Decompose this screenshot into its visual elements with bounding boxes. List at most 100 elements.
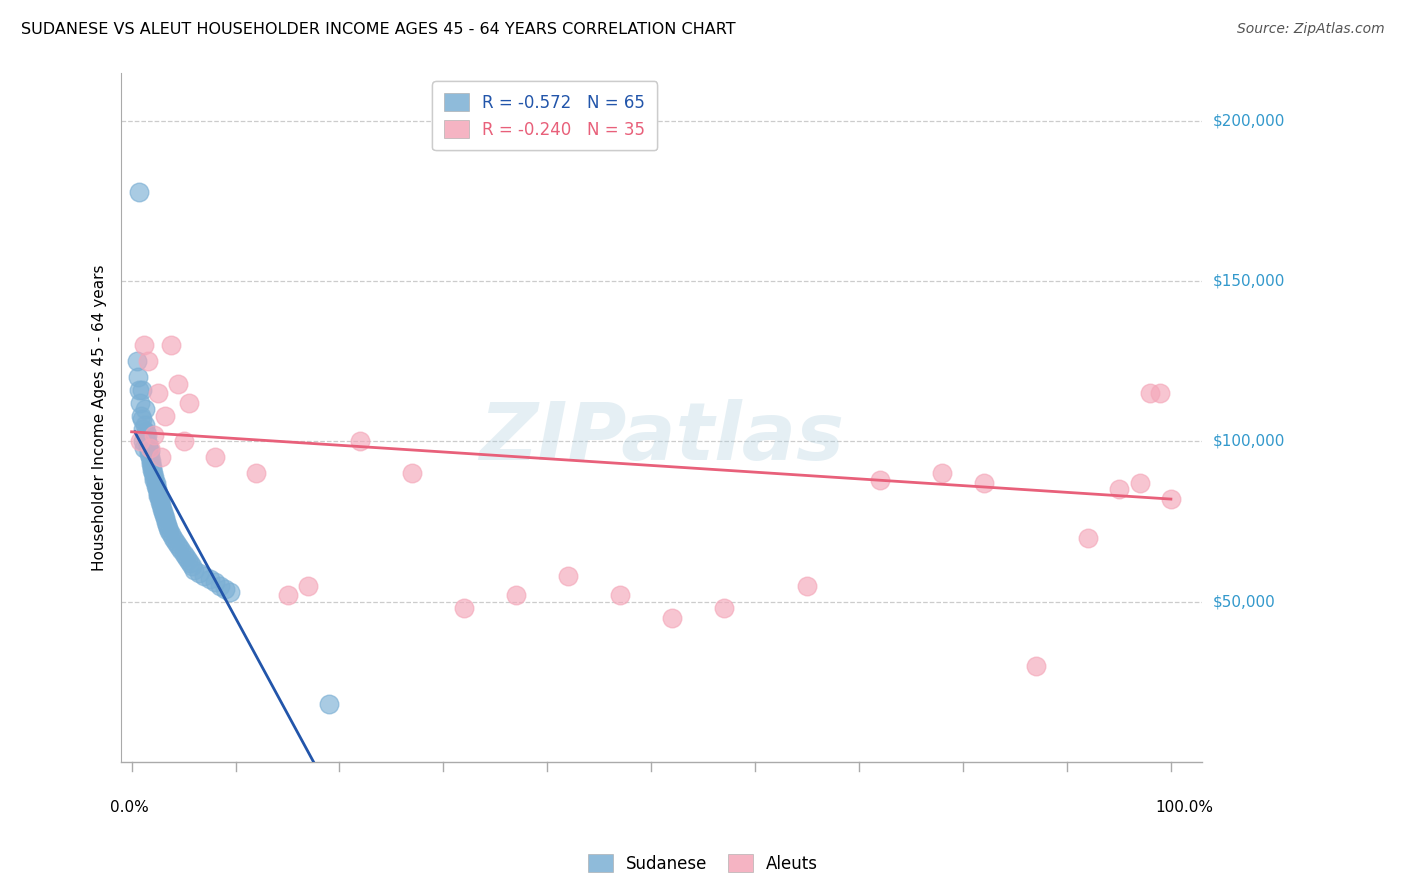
- Point: [204, 450, 226, 465]
- Point: [156, 517, 179, 532]
- Text: 0.0%: 0.0%: [111, 799, 149, 814]
- Point: [796, 578, 818, 592]
- Point: [153, 409, 176, 423]
- Point: [208, 578, 231, 592]
- Text: $150,000: $150,000: [1213, 274, 1285, 289]
- Point: [276, 588, 298, 602]
- Point: [869, 473, 891, 487]
- Text: ZIPatlas: ZIPatlas: [479, 399, 844, 477]
- Point: [165, 533, 187, 548]
- Point: [149, 450, 172, 465]
- Point: [193, 569, 215, 583]
- Point: [160, 527, 183, 541]
- Point: [177, 553, 200, 567]
- Point: [141, 457, 163, 471]
- Point: [141, 463, 163, 477]
- Point: [155, 515, 177, 529]
- Text: SUDANESE VS ALEUT HOUSEHOLDER INCOME AGES 45 - 64 YEARS CORRELATION CHART: SUDANESE VS ALEUT HOUSEHOLDER INCOME AGE…: [21, 22, 735, 37]
- Point: [127, 370, 149, 384]
- Point: [1149, 386, 1171, 401]
- Text: 100.0%: 100.0%: [1154, 799, 1213, 814]
- Point: [173, 434, 195, 449]
- Point: [219, 585, 242, 599]
- Point: [143, 469, 166, 483]
- Point: [349, 434, 371, 449]
- Point: [145, 479, 167, 493]
- Point: [661, 610, 683, 624]
- Text: $50,000: $50,000: [1213, 594, 1275, 609]
- Point: [136, 434, 159, 449]
- Text: Source: ZipAtlas.com: Source: ZipAtlas.com: [1237, 22, 1385, 37]
- Legend: R = -0.572   N = 65, R = -0.240   N = 35: R = -0.572 N = 65, R = -0.240 N = 35: [432, 81, 657, 151]
- Point: [136, 428, 159, 442]
- Point: [132, 434, 155, 449]
- Point: [125, 354, 148, 368]
- Point: [142, 467, 165, 481]
- Point: [149, 495, 172, 509]
- Point: [318, 697, 340, 711]
- Point: [139, 441, 162, 455]
- Point: [1077, 531, 1099, 545]
- Point: [973, 476, 995, 491]
- Point: [297, 578, 319, 592]
- Point: [1025, 658, 1047, 673]
- Point: [1160, 492, 1182, 507]
- Point: [134, 418, 156, 433]
- Point: [170, 543, 193, 558]
- Point: [557, 569, 579, 583]
- Point: [245, 467, 267, 481]
- Point: [1129, 476, 1152, 491]
- Point: [169, 540, 191, 554]
- Point: [146, 489, 169, 503]
- Point: [162, 531, 184, 545]
- Point: [183, 563, 205, 577]
- Point: [146, 386, 169, 401]
- Point: [157, 524, 180, 538]
- Text: $100,000: $100,000: [1213, 434, 1285, 449]
- Point: [167, 376, 190, 391]
- Point: [931, 467, 953, 481]
- Text: $200,000: $200,000: [1213, 113, 1285, 128]
- Point: [132, 338, 155, 352]
- Point: [152, 505, 174, 519]
- Point: [150, 501, 173, 516]
- Point: [131, 383, 153, 397]
- Point: [139, 444, 162, 458]
- Point: [132, 441, 155, 455]
- Point: [136, 354, 159, 368]
- Point: [188, 566, 211, 580]
- Point: [204, 575, 226, 590]
- Point: [166, 537, 188, 551]
- Point: [141, 460, 163, 475]
- Point: [129, 396, 152, 410]
- Point: [135, 425, 157, 439]
- Point: [128, 383, 150, 397]
- Point: [401, 467, 423, 481]
- Point: [141, 453, 163, 467]
- Point: [143, 428, 166, 442]
- Point: [153, 508, 176, 522]
- Point: [138, 447, 160, 461]
- Point: [148, 489, 170, 503]
- Point: [134, 402, 156, 417]
- Point: [129, 409, 152, 423]
- Point: [177, 396, 200, 410]
- Point: [132, 421, 155, 435]
- Point: [146, 485, 169, 500]
- Point: [156, 521, 179, 535]
- Point: [173, 547, 195, 561]
- Point: [713, 601, 735, 615]
- Point: [153, 511, 176, 525]
- Point: [174, 549, 197, 564]
- Point: [136, 437, 159, 451]
- Point: [145, 476, 167, 491]
- Point: [1108, 483, 1130, 497]
- Point: [143, 473, 166, 487]
- Point: [149, 492, 172, 507]
- Point: [1139, 386, 1161, 401]
- Point: [198, 572, 221, 586]
- Point: [128, 185, 150, 199]
- Point: [160, 338, 183, 352]
- Point: [453, 601, 475, 615]
- Point: [505, 588, 527, 602]
